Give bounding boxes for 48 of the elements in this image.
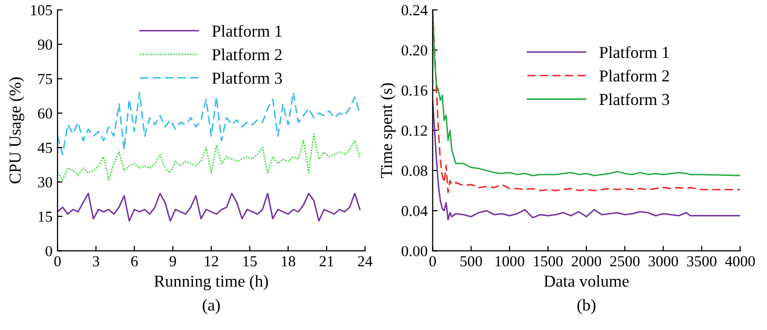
x-tick-label: 0	[54, 256, 61, 266]
text: (b)	[577, 298, 596, 314]
y-tick-label: 0.04	[402, 206, 428, 216]
x-tick-label: 18	[282, 256, 296, 266]
legend-label: Platform 2	[212, 48, 282, 60]
x-axis-title: Data volume	[544, 275, 629, 287]
x-tick-label: 9	[170, 256, 176, 266]
x-tick-label: 15	[243, 256, 257, 266]
legend-label: Platform 3	[599, 93, 670, 106]
y-tick-label: 0.00	[402, 246, 428, 256]
line-series	[58, 192, 361, 222]
x-tick-label: 1500	[534, 256, 563, 266]
y-tick-label: 0.24	[402, 5, 428, 16]
legend-label: Platform 3	[212, 72, 282, 84]
y-axis-title: Time spent (s)	[380, 83, 396, 178]
y-axis-title: CPU Usage (%)	[9, 77, 24, 184]
x-tick-label: 4000	[725, 256, 755, 266]
x-tick-label: 24	[358, 256, 372, 266]
x-tick-label: 0	[429, 256, 436, 266]
y-tick-label: 0.12	[402, 125, 427, 136]
y-tick-label: 60	[38, 108, 52, 119]
x-tick-label: 2000	[572, 256, 602, 266]
x-axis-title: Running time (h)	[154, 275, 268, 290]
y-tick-label: 45	[38, 142, 52, 154]
x-tick-label: 6	[131, 256, 138, 266]
x-tick-label: 21	[320, 256, 334, 266]
line-series	[58, 133, 361, 180]
y-tick-label: 0.08	[402, 166, 428, 176]
legend-label: Platform 2	[599, 70, 669, 82]
x-tick-label: 1000	[496, 256, 524, 266]
x-tick-label: 3	[92, 256, 100, 266]
y-tick-label: 90	[38, 39, 52, 50]
y-tick-label: 0.20	[402, 45, 428, 56]
y-tick-label: 15	[38, 212, 52, 222]
x-tick-label: 3000	[648, 256, 678, 266]
y-tick-label: 30	[38, 177, 52, 188]
x-tick-label: 12	[204, 256, 218, 266]
x-tick-label: 2500	[610, 256, 640, 266]
line-series	[58, 92, 361, 156]
y-tick-label: 105	[31, 5, 52, 16]
y-tick-label: 75	[38, 74, 52, 84]
legend-label: Platform 1	[212, 24, 282, 37]
x-tick-label: 500	[460, 256, 482, 266]
y-tick-label: 0	[46, 246, 52, 256]
y-tick-label: 0.16	[402, 85, 428, 96]
x-tick-label: 3500	[687, 256, 716, 266]
text: (a)	[202, 298, 220, 314]
legend-label: Platform 1	[599, 46, 669, 58]
